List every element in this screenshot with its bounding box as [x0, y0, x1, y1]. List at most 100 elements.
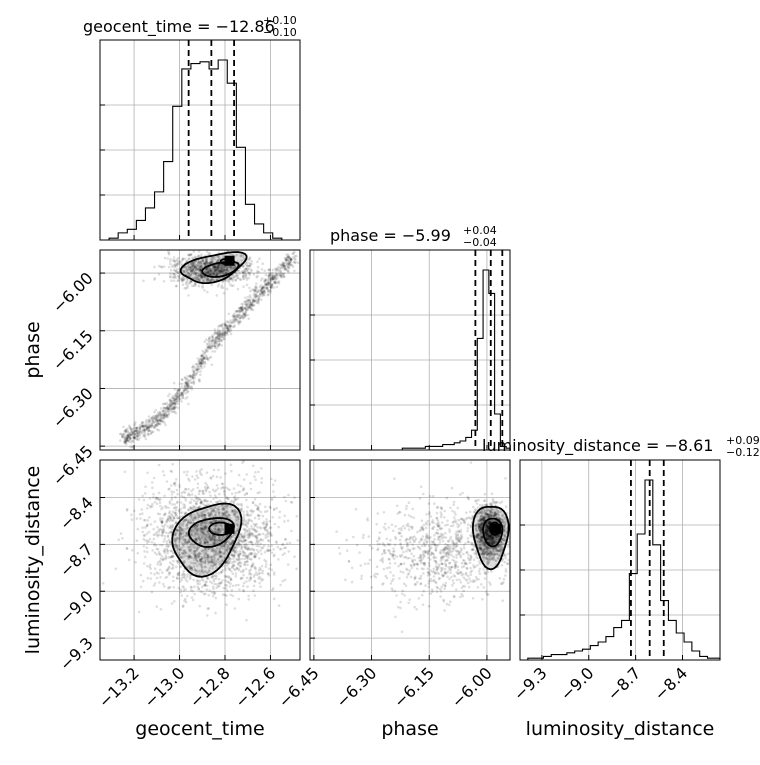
- sample-point: [482, 568, 485, 571]
- sample-point: [196, 474, 199, 477]
- sample-point: [158, 273, 161, 276]
- sample-point: [177, 260, 180, 263]
- sample-point: [249, 482, 252, 485]
- sample-point: [249, 534, 252, 537]
- sample-point: [267, 572, 270, 575]
- sample-point: [167, 488, 170, 491]
- sample-point: [187, 494, 190, 497]
- sample-point: [239, 279, 242, 282]
- sample-point: [283, 496, 286, 499]
- sample-point: [377, 512, 380, 515]
- sample-point: [247, 518, 250, 521]
- sample-point: [238, 562, 241, 565]
- sample-point: [212, 548, 215, 551]
- sample-point: [172, 567, 175, 570]
- sample-point: [247, 598, 250, 601]
- sample-point: [235, 310, 238, 313]
- sample-point: [249, 553, 252, 556]
- sample-point: [206, 251, 209, 254]
- sample-point: [252, 529, 255, 532]
- sample-point: [256, 508, 259, 511]
- sample-point: [175, 537, 178, 540]
- sample-point: [157, 548, 160, 551]
- sample-point: [150, 572, 153, 575]
- sample-point: [195, 569, 198, 572]
- sample-point: [182, 528, 185, 531]
- sample-point: [212, 595, 215, 598]
- sample-point: [180, 400, 183, 403]
- sample-point: [266, 530, 269, 533]
- sample-point: [242, 316, 245, 319]
- sample-point: [217, 345, 220, 348]
- sample-point: [297, 539, 300, 542]
- sample-point: [246, 530, 249, 533]
- sample-point: [186, 470, 189, 473]
- sample-point: [227, 488, 230, 491]
- sample-point: [169, 272, 172, 275]
- sample-point: [238, 474, 241, 477]
- sample-point: [196, 500, 199, 503]
- sample-point: [283, 520, 286, 523]
- sample-point: [155, 414, 158, 417]
- sample-point: [130, 430, 133, 433]
- sample-point: [142, 580, 145, 583]
- sample-point: [246, 268, 249, 271]
- sample-point: [180, 501, 183, 504]
- sample-point: [232, 284, 235, 287]
- sample-point: [186, 595, 189, 598]
- sample-point: [226, 320, 229, 323]
- sample-point: [154, 533, 157, 536]
- sample-point: [237, 310, 240, 313]
- sample-point: [139, 436, 142, 439]
- sample-point: [131, 549, 134, 552]
- sample-point: [198, 363, 201, 366]
- sample-point: [243, 582, 246, 585]
- sample-point: [267, 533, 270, 536]
- sample-point: [188, 257, 191, 260]
- sample-point: [356, 544, 359, 547]
- sample-point: [249, 274, 252, 277]
- sample-point: [257, 577, 260, 580]
- sample-point: [218, 493, 221, 496]
- sample-point: [164, 577, 167, 580]
- sample-point: [234, 607, 237, 610]
- sample-point: [260, 579, 263, 582]
- sample-point: [260, 481, 263, 484]
- sample-point: [170, 400, 173, 403]
- sample-point: [240, 485, 243, 488]
- sample-point: [263, 559, 266, 562]
- sample-point: [183, 539, 186, 542]
- sample-point: [242, 285, 245, 288]
- sample-point: [228, 324, 231, 327]
- sample-point: [195, 503, 198, 506]
- sample-point: [161, 521, 164, 524]
- sample-point: [204, 510, 207, 513]
- sample-point: [214, 341, 217, 344]
- sample-point: [232, 595, 235, 598]
- sample-point: [171, 463, 174, 466]
- sample-point: [192, 579, 195, 582]
- sample-point: [230, 578, 233, 581]
- sample-point: [209, 520, 212, 523]
- sample-point: [191, 493, 194, 496]
- sample-point: [156, 563, 159, 566]
- sample-point: [427, 582, 430, 585]
- sample-point: [182, 520, 185, 523]
- sample-point: [208, 594, 211, 597]
- sample-point: [192, 373, 195, 376]
- sample-point: [166, 542, 169, 545]
- sample-point: [249, 578, 252, 581]
- sample-point: [258, 533, 261, 536]
- sample-point: [240, 539, 243, 542]
- sample-point: [137, 432, 140, 435]
- sample-point: [222, 287, 225, 290]
- sample-point: [177, 272, 180, 275]
- sample-point: [172, 510, 175, 513]
- sample-point: [232, 326, 235, 329]
- sample-point: [287, 494, 290, 497]
- sample-point: [200, 527, 203, 530]
- sample-point: [275, 541, 278, 544]
- sample-point: [290, 530, 293, 533]
- sample-point: [216, 332, 219, 335]
- sample-point: [168, 586, 171, 589]
